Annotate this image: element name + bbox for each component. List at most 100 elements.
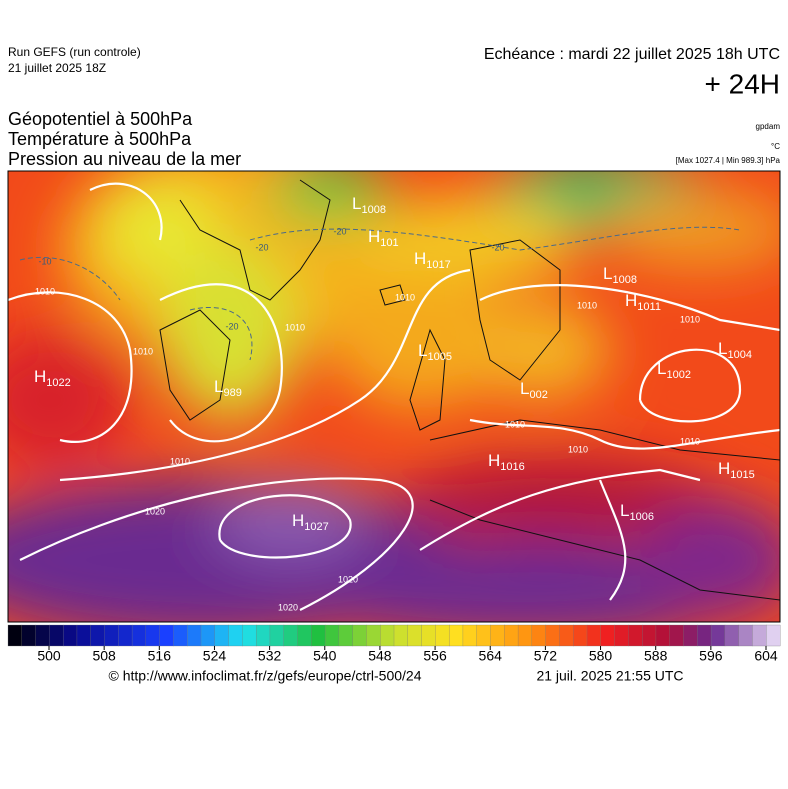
colorbar-tick-label: 508 — [92, 648, 116, 664]
center-kind: H — [625, 291, 637, 310]
center-value: 1015 — [730, 469, 754, 481]
colorbar-cell — [366, 624, 381, 647]
isobar-label: 1010 — [133, 346, 153, 356]
colorbar-tick-label: 580 — [589, 648, 613, 664]
pressure-center: L1008 — [352, 194, 386, 215]
colorbar-cell — [242, 624, 257, 647]
colorbar-cell — [228, 624, 243, 647]
colorbar-cell — [173, 624, 188, 647]
isotherm-label: -20 — [255, 242, 268, 252]
center-kind: L — [718, 339, 727, 358]
isobar-label: 1020 — [338, 574, 358, 584]
colorbar-tick-label: 604 — [754, 648, 778, 664]
run-label: Run GEFS (run controle) — [8, 45, 141, 59]
pressure-center: H1017 — [414, 249, 451, 270]
center-kind: L — [520, 379, 529, 398]
colorbar-cell — [324, 624, 340, 647]
colorbar-tick-label: 540 — [313, 648, 337, 664]
pressure-center: H1016 — [488, 451, 525, 472]
colorbar-cell — [255, 624, 271, 647]
colorbar-cell — [118, 624, 133, 647]
center-value: 1017 — [426, 259, 450, 271]
center-kind: H — [34, 367, 46, 386]
colorbar-cell — [490, 624, 505, 647]
colorbar-cell — [559, 624, 574, 647]
colorbar-cell — [393, 624, 409, 647]
center-kind: L — [352, 194, 361, 213]
center-kind: H — [718, 459, 730, 478]
colorbar-cell — [62, 624, 78, 647]
pressure-center: H1022 — [34, 367, 71, 388]
colorbar-tick-label: 524 — [203, 648, 227, 664]
unit-label: gpdam — [756, 122, 781, 131]
colorbar-tick-label: 548 — [368, 648, 392, 664]
colorbar-cell — [517, 624, 533, 647]
colorbar-cell — [683, 624, 698, 647]
colorbar-cell — [269, 624, 285, 647]
pressure-center: L1004 — [718, 339, 752, 360]
colorbar-cell — [35, 624, 50, 647]
colorbar-cell — [145, 624, 161, 647]
center-value: 1011 — [637, 301, 661, 313]
center-value: 101 — [380, 237, 398, 249]
colorbar-cell — [504, 624, 519, 647]
colorbar-cell — [752, 624, 767, 647]
isobar-label: 1010 — [395, 292, 415, 302]
colorbar-cell — [448, 624, 464, 647]
center-value: 1002 — [666, 369, 690, 381]
colorbar-cell — [380, 624, 395, 647]
center-value: 1027 — [304, 521, 328, 533]
colorbar-cell — [421, 624, 436, 647]
isobar-label: 1010 — [577, 300, 597, 310]
colorbar-cell — [90, 624, 105, 647]
colorbar-tick-label: 588 — [644, 648, 668, 664]
isobar-label: 1010 — [505, 419, 525, 429]
pressure-center: L989 — [214, 377, 242, 398]
pressure-center: H101 — [368, 227, 399, 248]
colorbar-tick-label: 532 — [258, 648, 282, 664]
center-kind: L — [214, 377, 223, 396]
unit-label: [Max 1027.4 | Min 989.3] hPa — [676, 156, 781, 165]
center-kind: L — [418, 341, 427, 360]
colorbar-cell — [586, 624, 602, 647]
colorbar-cell — [641, 624, 657, 647]
colorbar-cell — [669, 624, 684, 647]
colorbar-cell — [476, 624, 491, 647]
pressure-center: L1008 — [603, 264, 637, 285]
coastlines — [159, 179, 780, 601]
valid-time: Echéance : mardi 22 juillet 2025 18h UTC — [484, 46, 780, 63]
center-kind: L — [657, 359, 666, 378]
isobar-label: 1010 — [170, 456, 190, 466]
source-url: © http://www.infoclimat.fr/z/gefs/europe… — [108, 668, 421, 684]
colorbar-cell — [200, 624, 216, 647]
map-field — [8, 171, 780, 622]
colorbar-cell — [159, 624, 174, 647]
colorbar-tick-label: 500 — [37, 648, 61, 664]
colorbar-cell — [131, 624, 147, 647]
colorbar-cell — [7, 624, 23, 647]
colorbar-tick-label: 596 — [699, 648, 723, 664]
center-value: 1006 — [629, 511, 653, 523]
colorbar: 500 508 516 524 532 540 548 556 564 572 580 588 596 6… — [7, 624, 781, 664]
colorbar-cell — [655, 624, 671, 647]
colorbar-cell — [352, 624, 367, 647]
center-value: 1022 — [46, 377, 70, 389]
center-value: 1008 — [361, 204, 385, 216]
colorbar-cell — [187, 624, 202, 647]
center-kind: H — [488, 451, 500, 470]
isobar-label: 1010 — [35, 286, 55, 296]
center-kind: H — [368, 227, 380, 246]
center-kind: L — [603, 264, 612, 283]
unit-label: °C — [771, 142, 780, 151]
colorbar-cell — [710, 624, 726, 647]
isobar-label: 1010 — [680, 436, 700, 446]
field-name: Pression au niveau de la mer — [8, 149, 241, 169]
center-value: 1008 — [612, 274, 636, 286]
isobar-label: 1010 — [568, 444, 588, 454]
colorbar-cell — [462, 624, 478, 647]
center-kind: L — [620, 501, 629, 520]
isobar-label: 1020 — [145, 506, 165, 516]
isotherm-label: -20 — [491, 242, 504, 252]
isotherms — [19, 226, 741, 361]
isobar-label: 1010 — [680, 314, 700, 324]
